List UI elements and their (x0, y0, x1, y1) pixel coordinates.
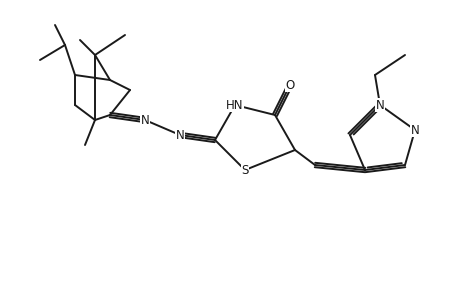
Text: N: N (140, 113, 149, 127)
Text: N: N (410, 124, 419, 136)
Text: S: S (241, 164, 248, 176)
Text: O: O (285, 79, 294, 92)
Text: N: N (375, 98, 384, 112)
Text: N: N (175, 128, 184, 142)
Text: HN: HN (226, 98, 243, 112)
